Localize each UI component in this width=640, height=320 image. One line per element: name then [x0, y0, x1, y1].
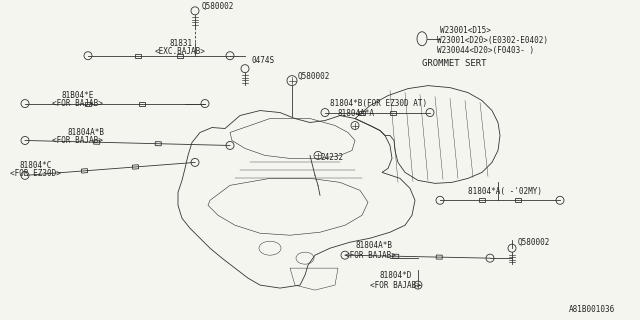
Text: W23001<D15>: W23001<D15> — [440, 26, 491, 35]
Text: 81804*A( -'02MY): 81804*A( -'02MY) — [468, 187, 542, 196]
Text: 81804*B(FOR EZ30D AT): 81804*B(FOR EZ30D AT) — [330, 99, 427, 108]
Text: 81804A*A: 81804A*A — [338, 108, 375, 117]
Text: W23001<D20>(E0302-E0402): W23001<D20>(E0302-E0402) — [437, 36, 548, 45]
Text: 0474S: 0474S — [252, 56, 275, 65]
Text: <FOR BAJAB>: <FOR BAJAB> — [52, 99, 103, 108]
Text: <FOR EZ30D>: <FOR EZ30D> — [10, 169, 61, 178]
Text: <EXC.BAJAB>: <EXC.BAJAB> — [155, 47, 206, 56]
Text: GROMMET SERT: GROMMET SERT — [422, 59, 486, 68]
Text: <FOR BAJAB>: <FOR BAJAB> — [52, 136, 103, 146]
Text: 81804*D: 81804*D — [380, 271, 412, 280]
Text: 81831: 81831 — [170, 39, 193, 48]
Text: <FOR BAJAB>: <FOR BAJAB> — [370, 281, 421, 290]
Text: 81804*C: 81804*C — [20, 161, 52, 170]
Text: Q580002: Q580002 — [298, 72, 330, 81]
Text: 81804A*B: 81804A*B — [68, 129, 105, 138]
Text: 81B04*E: 81B04*E — [62, 91, 94, 100]
Text: Q580002: Q580002 — [518, 238, 550, 247]
Text: Q580002: Q580002 — [202, 2, 234, 11]
Text: W230044<D20>(F0403- ): W230044<D20>(F0403- ) — [437, 46, 534, 55]
Text: <FOR BAJAB>: <FOR BAJAB> — [345, 251, 396, 260]
Text: A81B001036: A81B001036 — [569, 305, 615, 314]
Text: 81804A*B: 81804A*B — [355, 241, 392, 250]
Text: 24232: 24232 — [320, 153, 343, 163]
